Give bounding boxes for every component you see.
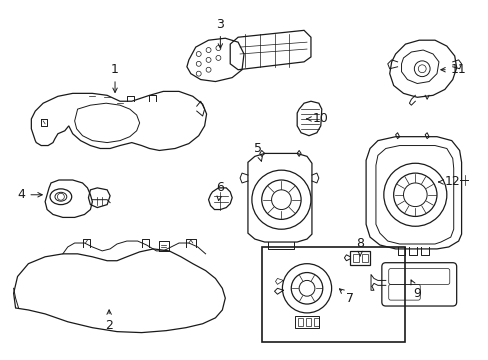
Bar: [261, 247, 405, 342]
Bar: [298, 318, 303, 326]
Bar: [295, 316, 318, 328]
Text: 7: 7: [339, 289, 354, 305]
Text: 3: 3: [216, 18, 224, 48]
Text: 10: 10: [306, 112, 328, 125]
Text: 12: 12: [438, 175, 460, 189]
Text: 2: 2: [105, 310, 113, 332]
Bar: [352, 254, 359, 262]
Text: 6: 6: [216, 181, 224, 201]
Bar: [349, 251, 369, 265]
Text: 1: 1: [111, 63, 119, 93]
Bar: [362, 254, 367, 262]
Bar: [313, 318, 318, 326]
Bar: [305, 318, 310, 326]
Text: 11: 11: [440, 63, 466, 76]
Text: 9: 9: [410, 280, 420, 300]
Text: 4: 4: [18, 188, 42, 201]
Text: 5: 5: [253, 142, 262, 161]
Text: 8: 8: [355, 238, 364, 256]
